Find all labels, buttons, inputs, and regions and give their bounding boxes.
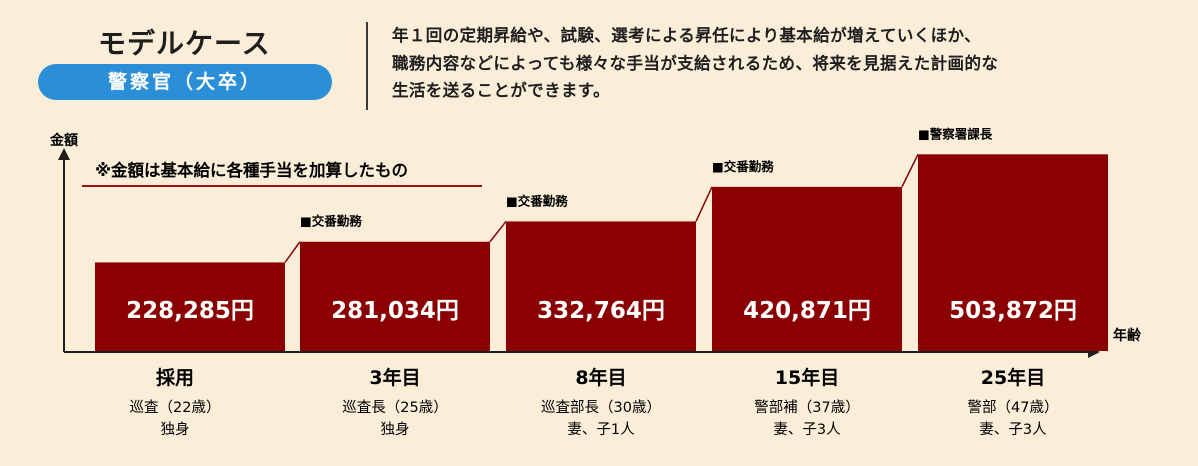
- family-label: 独身: [161, 421, 190, 438]
- family-label: 妻、子3人: [773, 421, 840, 438]
- bar-connector: [695, 186, 713, 222]
- bar-connector: [901, 153, 919, 188]
- salary-bar: [918, 154, 1108, 351]
- description-line: 生活を送ることができます。: [392, 81, 611, 100]
- chart-note: ※金額は基本給に各種手当を加算したもの: [95, 160, 408, 180]
- bar-value-label: 228,285円: [126, 298, 254, 324]
- salary-bar: [95, 262, 285, 351]
- y-axis-arrow: [58, 148, 70, 160]
- description-line: 年１回の定期昇給や、試験、選考による昇任により基本給が増えていくほか、: [392, 26, 982, 45]
- rank-age-label: 警部（47歳）: [968, 399, 1059, 416]
- family-label: 妻、子1人: [567, 421, 634, 438]
- category-label: 15年目: [775, 366, 839, 389]
- category-label: 8年目: [575, 366, 626, 389]
- bar-tag-label: ■交番勤務: [300, 214, 362, 229]
- bar-value-label: 503,872円: [949, 298, 1077, 324]
- description-text: 年１回の定期昇給や、試験、選考による昇任により基本給が増えていくほか、 職務内容…: [392, 22, 1182, 105]
- category-label: 採用: [156, 367, 194, 389]
- salary-bar: [300, 241, 490, 351]
- bar-value-label: 281,034円: [331, 298, 459, 324]
- family-label: 妻、子3人: [979, 421, 1046, 438]
- x-axis-label: 年齢: [1113, 327, 1142, 344]
- rank-age-label: 警部補（37歳）: [754, 399, 859, 416]
- bar-tag-label: ■交番勤務: [712, 159, 774, 174]
- header-divider: [366, 22, 368, 110]
- bar-value-label: 420,871円: [743, 298, 871, 324]
- model-case-title: モデルケース: [98, 27, 271, 60]
- category-label: 3年目: [369, 366, 420, 389]
- y-axis-label: 金額: [49, 132, 78, 149]
- bar-tag-label: ■警察署課長: [918, 126, 993, 141]
- bar-connector: [284, 241, 301, 263]
- rank-age-label: 巡査（22歳）: [130, 399, 221, 416]
- rank-age-label: 巡査部長（30歳）: [541, 399, 661, 416]
- bar-tag-label: ■交番勤務: [506, 193, 568, 208]
- description-line: 職務内容などによっても様々な手当が支給されるため、将来を見据えた計画的な: [392, 53, 999, 73]
- police-officer-badge: 警察官（大卒）: [38, 64, 332, 100]
- category-label: 25年目: [981, 366, 1045, 389]
- bar-connector: [489, 220, 507, 243]
- salary-bar: [712, 186, 902, 351]
- salary-bar: [506, 221, 696, 351]
- rank-age-label: 巡査長（25歳）: [342, 399, 447, 416]
- bar-value-label: 332,764円: [537, 298, 665, 324]
- family-label: 独身: [381, 421, 410, 438]
